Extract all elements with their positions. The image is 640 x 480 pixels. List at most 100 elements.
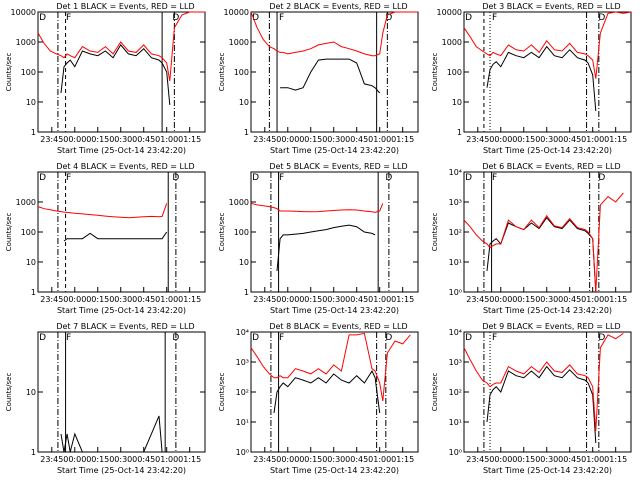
panel-title: Det 4 BLACK = Events, RED = LLD	[56, 162, 194, 171]
plot-frame	[37, 171, 206, 293]
x-tick-label: 00:00	[489, 135, 512, 144]
annotation: D	[39, 173, 46, 183]
annotation: D	[39, 333, 46, 343]
y-tick-label: 10	[26, 388, 36, 397]
annotation: F	[492, 333, 497, 343]
y-axis-label: Counts/sec	[218, 373, 226, 412]
x-tick-label: 00:45	[132, 295, 155, 304]
annotation: D	[252, 333, 259, 343]
panel: Det 5 BLACK = Events, RED = LLD Start Tim…	[218, 162, 419, 315]
x-tick-label: 00:30	[322, 455, 345, 464]
y-tick-label: 1	[31, 448, 36, 457]
y-tick-label: 1	[244, 288, 249, 297]
panel-title: Det 5 BLACK = Events, RED = LLD	[269, 162, 407, 171]
panel: Det 9 BLACK = Events, RED = LLD Start Tim…	[431, 322, 632, 475]
x-tick-label: 00:00	[63, 135, 86, 144]
x-tick-label: 00:45	[345, 135, 368, 144]
x-axis-label: Start Time (25-Oct-14 23:42:20)	[483, 306, 612, 315]
panel-title: Det 9 BLACK = Events, RED = LLD	[482, 322, 620, 331]
panel-title: Det 8 BLACK = Events, RED = LLD	[269, 322, 407, 331]
series-line	[250, 332, 411, 402]
x-tick-label: 00:15	[512, 455, 535, 464]
plot-frame	[250, 171, 419, 293]
x-tick-label: 01:00	[368, 455, 391, 464]
x-tick-label: 01:00	[368, 295, 391, 304]
y-tick-label: 100	[447, 68, 462, 77]
plot-frame	[463, 171, 632, 293]
y-tick-label: 1000	[229, 198, 249, 207]
series-line	[273, 369, 381, 414]
annotation: D	[598, 333, 605, 343]
y-tick-label: 1	[31, 128, 36, 137]
x-tick-label: 23:45	[466, 455, 489, 464]
y-axis-label: Counts/sec	[431, 53, 439, 92]
y-tick-label: 10³	[236, 358, 249, 367]
panel-title: Det 6 BLACK = Events, RED = LLD	[482, 162, 620, 171]
y-axis-label: Counts/sec	[5, 53, 13, 92]
panel: Det 2 BLACK = Events, RED = LLD Start Tim…	[218, 2, 419, 155]
x-tick-label: 00:00	[276, 295, 299, 304]
x-tick-label: 01:00	[581, 135, 604, 144]
panel-title: Det 7 BLACK = Events, RED = LLD	[56, 322, 194, 331]
x-tick-label: 23:45	[253, 455, 276, 464]
x-axis-label: Start Time (25-Oct-14 23:42:20)	[483, 146, 612, 155]
series-line	[486, 45, 597, 112]
series-line	[37, 203, 168, 219]
plot-frame	[250, 11, 419, 133]
series-line	[250, 11, 418, 57]
y-tick-label: 1	[244, 128, 249, 137]
y-tick-label: 10¹	[236, 418, 249, 427]
y-tick-label: 10⁰	[449, 448, 462, 457]
y-tick-label: 10⁰	[236, 448, 249, 457]
x-axis-label: Start Time (25-Oct-14 23:42:20)	[270, 306, 399, 315]
x-tick-label: 01:15	[391, 455, 414, 464]
series-line	[486, 365, 597, 444]
x-tick-label: 01:15	[178, 135, 201, 144]
annotation: D	[385, 333, 392, 343]
y-tick-label: 10¹	[449, 258, 462, 267]
x-tick-label: 00:15	[512, 295, 535, 304]
annotation: F	[66, 13, 71, 23]
x-tick-label: 00:30	[535, 295, 558, 304]
x-tick-label: 00:30	[109, 135, 132, 144]
x-tick-label: 00:45	[558, 295, 581, 304]
annotation: F	[66, 333, 71, 343]
x-axis-label: Start Time (25-Oct-14 23:42:20)	[57, 306, 186, 315]
y-tick-label: 1000	[442, 38, 462, 47]
x-tick-label: 00:45	[558, 455, 581, 464]
annotation: D	[465, 13, 472, 23]
x-tick-label: 00:45	[132, 135, 155, 144]
annotation: D	[465, 173, 472, 183]
x-tick-label: 01:00	[155, 135, 178, 144]
x-axis-label: Start Time (25-Oct-14 23:42:20)	[57, 146, 186, 155]
y-tick-label: 100	[234, 228, 249, 237]
x-tick-label: 01:15	[391, 295, 414, 304]
x-tick-label: 01:15	[604, 455, 627, 464]
plot-frame	[463, 11, 632, 133]
series-line	[280, 58, 381, 94]
x-tick-label: 00:00	[63, 455, 86, 464]
x-tick-label: 00:00	[489, 295, 512, 304]
y-tick-label: 10¹	[449, 418, 462, 427]
x-tick-label: 00:45	[345, 455, 368, 464]
annotation: F	[66, 173, 71, 183]
annotation: D	[172, 13, 179, 23]
y-tick-label: 1	[31, 288, 36, 297]
x-tick-label: 00:00	[276, 135, 299, 144]
x-tick-label: 01:00	[155, 295, 178, 304]
x-tick-label: 23:45	[253, 295, 276, 304]
panel: Det 8 BLACK = Events, RED = LLD Start Tim…	[218, 322, 419, 475]
panel-title: Det 3 BLACK = Events, RED = LLD	[482, 2, 620, 11]
x-tick-label: 00:15	[299, 455, 322, 464]
y-tick-label: 100	[21, 228, 36, 237]
y-tick-label: 10⁴	[449, 168, 462, 177]
panel: Det 6 BLACK = Events, RED = LLD Start Tim…	[431, 162, 632, 315]
panel-title: Det 2 BLACK = Events, RED = LLD	[269, 2, 407, 11]
series-line	[250, 202, 384, 213]
series-line	[486, 216, 597, 293]
series-line	[63, 231, 168, 242]
annotation: F	[492, 173, 497, 183]
series-line	[463, 332, 624, 432]
y-axis-label: Counts/sec	[431, 373, 439, 412]
x-axis-label: Start Time (25-Oct-14 23:42:20)	[483, 466, 612, 475]
